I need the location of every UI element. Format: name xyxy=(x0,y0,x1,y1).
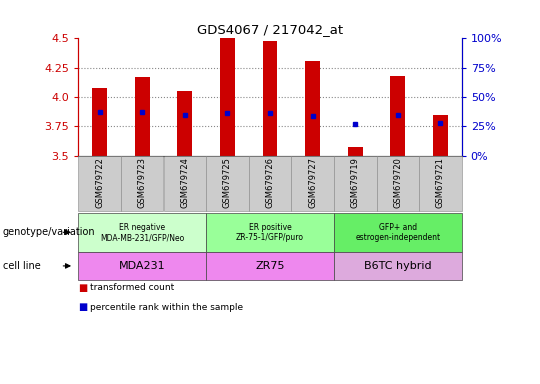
Text: B6TC hybrid: B6TC hybrid xyxy=(364,261,431,271)
Bar xyxy=(135,77,150,156)
Bar xyxy=(92,88,107,156)
Text: percentile rank within the sample: percentile rank within the sample xyxy=(90,303,244,312)
Text: ER positive
ZR-75-1/GFP/puro: ER positive ZR-75-1/GFP/puro xyxy=(236,223,304,242)
Text: GSM679725: GSM679725 xyxy=(223,157,232,207)
Text: GSM679727: GSM679727 xyxy=(308,157,317,208)
Bar xyxy=(262,41,278,156)
Bar xyxy=(348,147,363,156)
Text: GSM679720: GSM679720 xyxy=(393,157,402,207)
Text: GFP+ and
estrogen-independent: GFP+ and estrogen-independent xyxy=(355,223,440,242)
Title: GDS4067 / 217042_at: GDS4067 / 217042_at xyxy=(197,23,343,36)
Bar xyxy=(220,38,235,156)
Bar xyxy=(177,91,192,156)
Text: ■: ■ xyxy=(78,283,87,293)
Bar xyxy=(305,61,320,156)
Text: MDA231: MDA231 xyxy=(119,261,166,271)
Text: GSM679719: GSM679719 xyxy=(350,157,360,207)
Text: GSM679726: GSM679726 xyxy=(266,157,274,208)
Text: ZR75: ZR75 xyxy=(255,261,285,271)
Text: cell line: cell line xyxy=(3,261,40,271)
Text: GSM679721: GSM679721 xyxy=(436,157,445,207)
Bar xyxy=(390,76,405,156)
Text: ER negative
MDA-MB-231/GFP/Neo: ER negative MDA-MB-231/GFP/Neo xyxy=(100,223,184,242)
Text: GSM679723: GSM679723 xyxy=(138,157,147,208)
Text: GSM679722: GSM679722 xyxy=(95,157,104,207)
Text: ■: ■ xyxy=(78,302,87,312)
Text: GSM679724: GSM679724 xyxy=(180,157,190,207)
Bar xyxy=(433,114,448,156)
Text: genotype/variation: genotype/variation xyxy=(3,227,96,237)
Text: transformed count: transformed count xyxy=(90,283,174,293)
